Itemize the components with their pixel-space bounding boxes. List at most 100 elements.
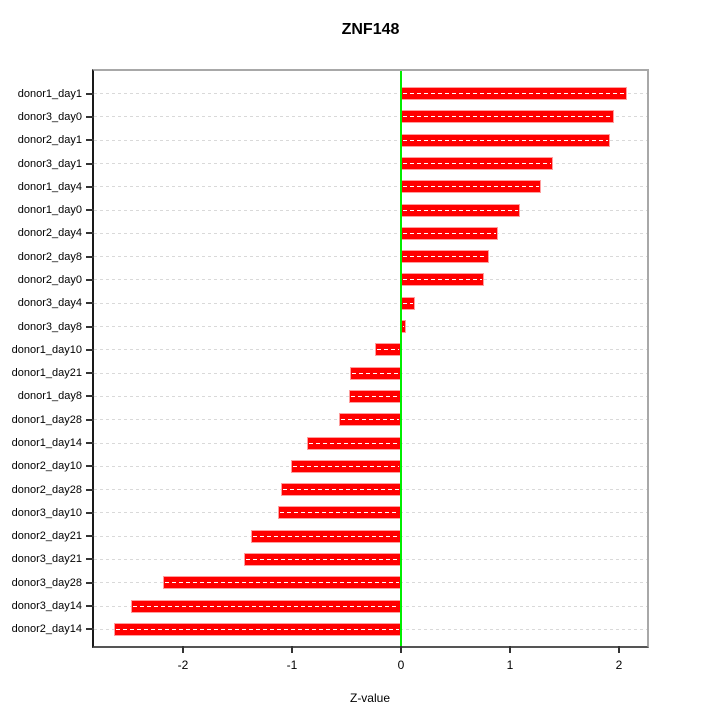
- bar-inner-dash: [352, 372, 399, 374]
- gridline: [94, 349, 647, 350]
- bar-donor3_day1: [401, 157, 553, 170]
- y-tick-label: donor1_day28: [11, 414, 82, 426]
- y-tick: [86, 256, 94, 258]
- bar-inner-dash: [253, 535, 399, 537]
- y-tick-label: donor2_day8: [17, 251, 82, 263]
- bar-donor1_day14: [307, 437, 401, 450]
- gridline: [94, 279, 647, 280]
- y-tick-label: donor2_day10: [11, 460, 82, 472]
- bar-donor1_day10: [375, 343, 401, 356]
- y-tick-label: donor2_day1: [17, 134, 82, 146]
- x-tick: [618, 646, 620, 653]
- x-tick-label: 0: [397, 658, 405, 672]
- x-tick-label: 1: [506, 658, 514, 672]
- y-tick-label: donor3_day1: [17, 158, 82, 170]
- y-tick-label: donor1_day14: [11, 437, 82, 449]
- bar-donor2_day0: [401, 273, 484, 286]
- bar-donor3_day10: [278, 506, 401, 519]
- bar-donor1_day1: [401, 87, 627, 100]
- bar-donor2_day8: [401, 250, 489, 263]
- gridline: [94, 210, 647, 211]
- y-tick: [86, 209, 94, 211]
- gridline: [94, 140, 647, 141]
- bar-inner-dash: [403, 185, 539, 187]
- bar-donor3_day4: [401, 297, 415, 310]
- bar-inner-dash: [403, 115, 612, 117]
- y-tick: [86, 232, 94, 234]
- bar-donor2_day28: [281, 483, 401, 496]
- bar-inner-dash: [403, 232, 496, 234]
- bar-donor3_day14: [131, 600, 401, 613]
- bar-donor1_day0: [401, 204, 520, 217]
- y-tick: [86, 93, 94, 95]
- x-tick: [400, 646, 402, 653]
- y-tick: [86, 465, 94, 467]
- bar-inner-dash: [283, 488, 399, 490]
- bar-donor2_day10: [291, 460, 401, 473]
- bar-inner-dash: [403, 139, 608, 141]
- y-tick-label: donor3_day4: [17, 297, 82, 309]
- y-tick-label: donor3_day8: [17, 321, 82, 333]
- y-tick: [86, 302, 94, 304]
- y-tick-label: donor2_day28: [11, 484, 82, 496]
- bar-inner-dash: [246, 558, 399, 560]
- bar-donor1_day21: [350, 367, 401, 380]
- bar-donor3_day0: [401, 110, 614, 123]
- gridline: [94, 116, 647, 117]
- bar-inner-dash: [403, 209, 518, 211]
- gridline: [94, 93, 647, 94]
- y-tick: [86, 116, 94, 118]
- bar-inner-dash: [377, 348, 399, 350]
- x-tick: [182, 646, 184, 653]
- bar-inner-dash: [403, 255, 487, 257]
- bar-inner-dash: [403, 302, 413, 304]
- bar-donor2_day21: [251, 530, 401, 543]
- y-tick: [86, 395, 94, 397]
- gridline: [94, 256, 647, 257]
- y-tick-label: donor3_day28: [11, 577, 82, 589]
- y-tick: [86, 419, 94, 421]
- bar-donor2_day4: [401, 227, 498, 240]
- y-tick: [86, 349, 94, 351]
- bar-inner-dash: [309, 442, 399, 444]
- y-tick: [86, 442, 94, 444]
- x-tick-label: -1: [286, 658, 298, 672]
- y-tick-label: donor3_day0: [17, 111, 82, 123]
- y-tick-label: donor2_day21: [11, 530, 82, 542]
- y-tick: [86, 326, 94, 328]
- bar-inner-dash: [280, 511, 399, 513]
- x-axis-title: Z-value: [349, 691, 390, 705]
- bar-donor2_day1: [401, 134, 610, 147]
- bar-donor2_day14: [114, 623, 401, 636]
- y-tick: [86, 139, 94, 141]
- gridline: [94, 233, 647, 234]
- bar-inner-dash: [133, 605, 399, 607]
- y-tick: [86, 605, 94, 607]
- y-tick-label: donor1_day1: [17, 88, 82, 100]
- bar-inner-dash: [403, 92, 625, 94]
- bar-donor1_day8: [349, 390, 401, 403]
- y-tick: [86, 163, 94, 165]
- y-tick-label: donor3_day14: [11, 600, 82, 612]
- y-tick-label: donor2_day4: [17, 227, 82, 239]
- bar-donor1_day28: [339, 413, 401, 426]
- x-tick: [509, 646, 511, 653]
- y-tick-label: donor1_day8: [17, 390, 82, 402]
- bar-inner-dash: [165, 581, 399, 583]
- bar-donor1_day4: [401, 180, 541, 193]
- plot-area: [92, 69, 649, 648]
- y-tick-label: donor1_day4: [17, 181, 82, 193]
- y-tick-label: donor2_day14: [11, 623, 82, 635]
- bar-inner-dash: [403, 325, 404, 327]
- gridline: [94, 303, 647, 304]
- x-tick-label: -2: [177, 658, 189, 672]
- y-tick: [86, 279, 94, 281]
- bar-donor3_day21: [244, 553, 401, 566]
- y-tick: [86, 535, 94, 537]
- y-tick-label: donor1_day0: [17, 204, 82, 216]
- x-tick: [291, 646, 293, 653]
- y-tick-label: donor1_day10: [11, 344, 82, 356]
- y-tick: [86, 512, 94, 514]
- gridline: [94, 186, 647, 187]
